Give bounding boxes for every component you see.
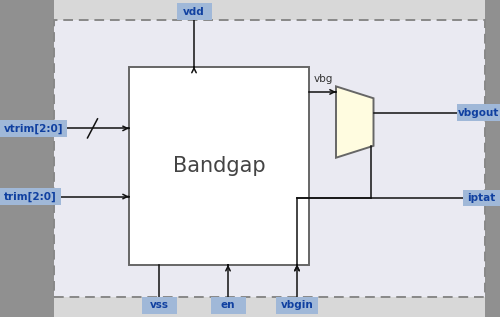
- Bar: [463, 190, 500, 206]
- Bar: [54, 20, 485, 297]
- Text: vdd: vdd: [183, 7, 205, 17]
- Text: trim[2:0]: trim[2:0]: [4, 191, 57, 202]
- Text: vbgout: vbgout: [458, 107, 499, 118]
- Bar: [176, 3, 212, 20]
- Bar: [210, 297, 246, 314]
- Text: vbgin: vbgin: [280, 300, 314, 310]
- Text: vbg: vbg: [314, 74, 334, 84]
- Bar: [276, 297, 318, 314]
- Bar: [485, 0, 500, 317]
- Bar: [142, 297, 176, 314]
- Text: en: en: [221, 300, 236, 310]
- Bar: [129, 67, 309, 265]
- Bar: [0, 0, 54, 317]
- Text: vtrim[2:0]: vtrim[2:0]: [4, 123, 63, 133]
- Polygon shape: [336, 86, 374, 158]
- Bar: [0, 120, 67, 137]
- Text: Bandgap: Bandgap: [172, 156, 266, 176]
- Bar: [0, 188, 61, 205]
- Text: iptat: iptat: [468, 193, 495, 203]
- Text: vss: vss: [150, 300, 169, 310]
- Bar: [457, 104, 500, 121]
